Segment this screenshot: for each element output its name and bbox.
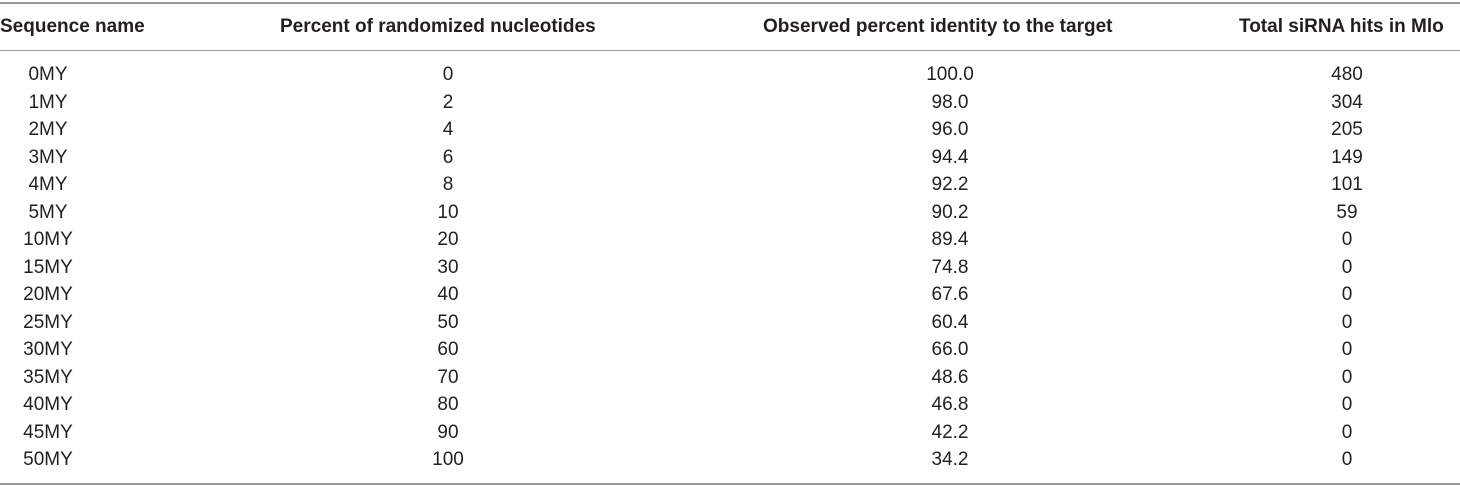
cell-total-sirna-hits: 0 [1341,284,1353,305]
cell-sequence-name: 30MY [23,339,73,360]
cell-percent-randomized: 60 [437,339,459,360]
cell-percent-randomized: 10 [437,201,459,223]
column-header-percent-randomized: Percent of randomized nucleotides [280,16,596,37]
table-row: 2MY 4 96.0 205 [0,116,1460,144]
cell-sequence-name: 0MY [28,64,68,85]
cell-observed-identity: 48.6 [931,366,969,388]
column-header-observed-identity: Observed percent identity to the target [763,16,1113,37]
cell-total-sirna-hits: 205 [1331,119,1363,140]
cell-observed-identity: 34.2 [931,449,969,470]
table-row: 45MY 90 42.2 0 [0,419,1460,447]
cell-sequence-name: 35MY [23,366,73,388]
cell-percent-randomized: 4 [442,119,454,140]
table-row: 40MY 80 46.8 0 [0,391,1460,419]
table-bottom-rule [0,483,1460,485]
cell-total-sirna-hits: 101 [1331,174,1363,195]
cell-observed-identity: 92.2 [931,174,969,195]
cell-observed-identity: 98.0 [931,91,969,113]
cell-total-sirna-hits: 149 [1331,146,1363,168]
cell-sequence-name: 1MY [28,91,68,113]
table-top-rule [0,2,1460,4]
table-row: 1MY 2 98.0 304 [0,89,1460,117]
cell-observed-identity: 90.2 [931,201,969,223]
cell-total-sirna-hits: 0 [1341,311,1353,333]
cell-percent-randomized: 2 [442,91,454,113]
cell-percent-randomized: 20 [437,229,459,250]
cell-total-sirna-hits: 0 [1341,339,1353,360]
cell-percent-randomized: 0 [442,64,454,85]
cell-sequence-name: 3MY [28,146,68,168]
cell-observed-identity: 66.0 [931,339,969,360]
table-row: 0MY 0 100.0 480 [0,61,1460,89]
cell-observed-identity: 74.8 [931,256,969,278]
cell-sequence-name: 50MY [23,449,73,470]
table-row: 35MY 70 48.6 0 [0,364,1460,392]
cell-total-sirna-hits: 0 [1341,421,1353,443]
cell-sequence-name: 20MY [23,284,73,305]
table-body: 0MY 0 100.0 480 1MY 2 98.0 304 2MY 4 96.0 205 3MY 6 94… [0,61,1460,474]
cell-percent-randomized: 70 [437,366,459,388]
cell-sequence-name: 4MY [28,174,68,195]
cell-total-sirna-hits: 0 [1341,256,1353,278]
cell-sequence-name: 40MY [23,394,73,415]
table-row: 15MY 30 74.8 0 [0,254,1460,282]
cell-percent-randomized: 50 [437,311,459,333]
cell-total-sirna-hits: 304 [1331,91,1363,113]
cell-sequence-name: 15MY [23,256,73,278]
cell-sequence-name: 25MY [23,311,73,333]
table-row: 10MY 20 89.4 0 [0,226,1460,254]
cell-observed-identity: 60.4 [931,311,969,333]
table-row: 25MY 50 60.4 0 [0,309,1460,337]
cell-observed-identity: 42.2 [931,421,969,443]
cell-sequence-name: 5MY [28,201,68,223]
table-row: 4MY 8 92.2 101 [0,171,1460,199]
cell-total-sirna-hits: 0 [1341,449,1353,470]
cell-observed-identity: 46.8 [931,394,969,415]
column-header-total-sirna-hits: Total siRNA hits in Mlo [1239,16,1444,37]
cell-percent-randomized: 90 [437,421,459,443]
cell-observed-identity: 94.4 [931,146,969,168]
cell-percent-randomized: 8 [442,174,454,195]
table-row: 3MY 6 94.4 149 [0,144,1460,172]
table-row: 50MY 100 34.2 0 [0,446,1460,474]
cell-percent-randomized: 30 [437,256,459,278]
table-header-row: Sequence name Percent of randomized nucl… [0,4,1460,50]
cell-sequence-name: 10MY [23,229,73,250]
cell-percent-randomized: 6 [442,146,454,168]
column-header-sequence-name: Sequence name [0,16,145,37]
table-header-rule [0,50,1460,51]
cell-observed-identity: 100.0 [926,64,974,85]
cell-percent-randomized: 80 [437,394,459,415]
cell-observed-identity: 67.6 [931,284,969,305]
cell-total-sirna-hits: 0 [1341,394,1353,415]
cell-total-sirna-hits: 59 [1336,201,1358,223]
cell-total-sirna-hits: 0 [1341,229,1353,250]
cell-sequence-name: 2MY [28,119,68,140]
cell-sequence-name: 45MY [23,421,73,443]
cell-total-sirna-hits: 480 [1331,64,1363,85]
cell-percent-randomized: 100 [432,449,464,470]
table-row: 5MY 10 90.2 59 [0,199,1460,227]
cell-percent-randomized: 40 [437,284,459,305]
table-row: 30MY 60 66.0 0 [0,336,1460,364]
cell-observed-identity: 89.4 [931,229,969,250]
table-row: 20MY 40 67.6 0 [0,281,1460,309]
cell-observed-identity: 96.0 [931,119,969,140]
cell-total-sirna-hits: 0 [1341,366,1353,388]
